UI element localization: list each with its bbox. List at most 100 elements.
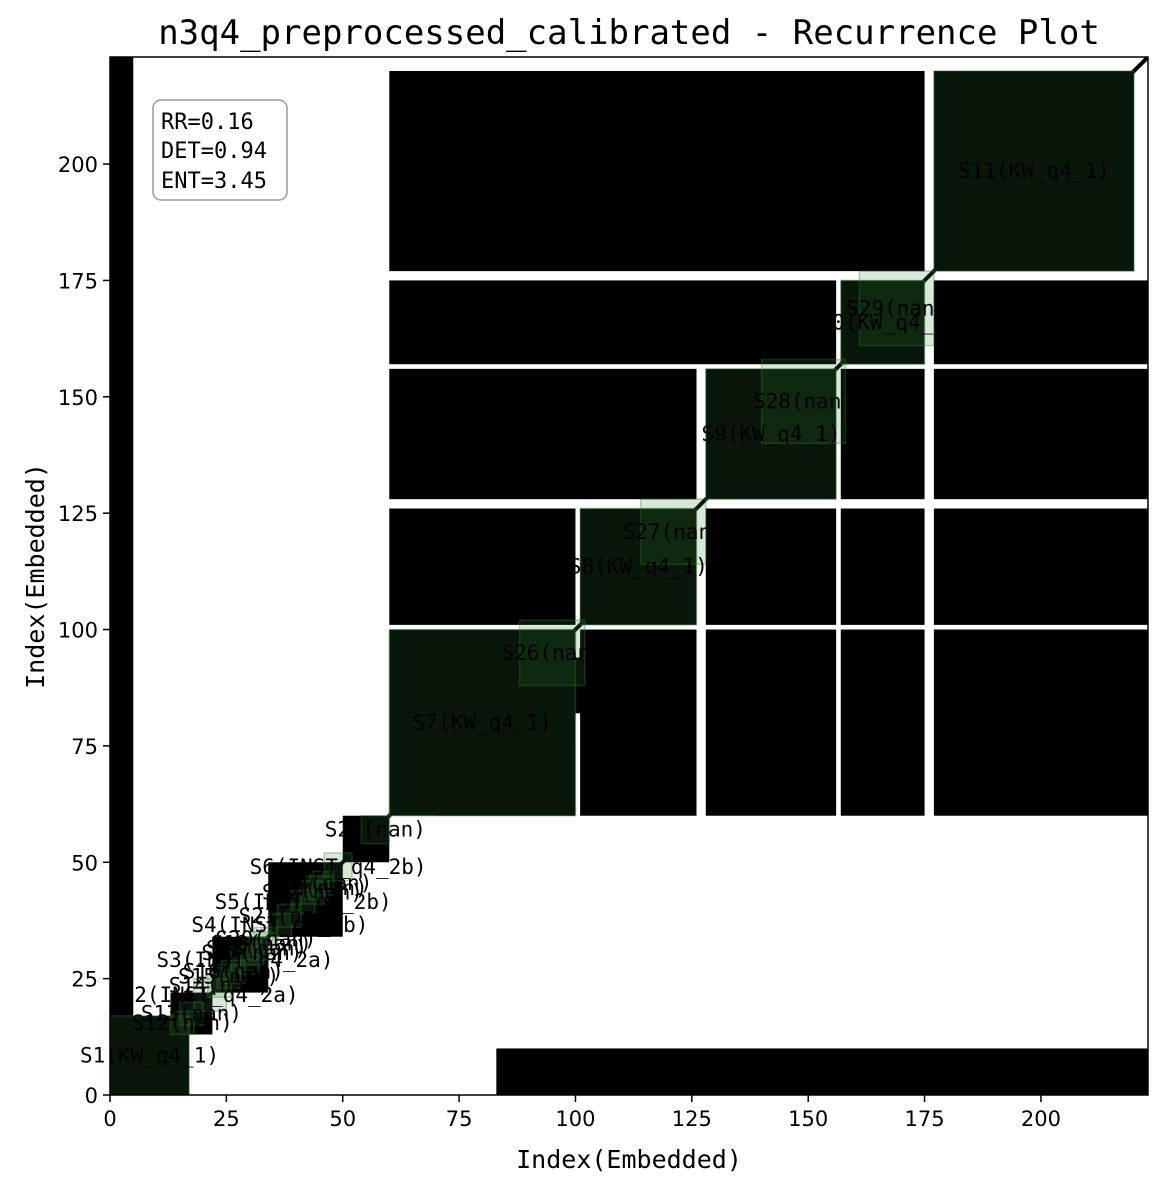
recurrence-block-24 bbox=[389, 280, 837, 365]
x-tick-label: 175 bbox=[905, 1107, 945, 1131]
recurrence-block-15 bbox=[933, 629, 1148, 816]
stats-box: RR=0.16 DET=0.94 ENT=3.45 bbox=[152, 99, 288, 201]
y-tick-label: 125 bbox=[58, 502, 98, 526]
segment-label: S12(nan) bbox=[132, 1011, 233, 1035]
segment-box bbox=[323, 852, 353, 882]
x-tick-label: 0 bbox=[103, 1107, 116, 1131]
recurrence-block-13 bbox=[705, 629, 837, 816]
stat-rr: RR=0.16 bbox=[161, 110, 254, 135]
segment-label: S27(nan) bbox=[623, 520, 724, 544]
y-tick-label: 0 bbox=[85, 1084, 98, 1108]
segment-label: S7(KW_q4_1) bbox=[413, 711, 552, 735]
segment-label: S16(nan) bbox=[183, 960, 284, 984]
recurrence-block-23 bbox=[389, 368, 697, 500]
segment-label: S17(nan) bbox=[201, 941, 302, 965]
segment-label: S1(KW_q4_1) bbox=[80, 1043, 219, 1067]
segment-label: S28(nan) bbox=[753, 389, 854, 413]
segment-box bbox=[220, 959, 246, 985]
segment-box bbox=[840, 279, 926, 365]
y-tick-label: 100 bbox=[58, 619, 98, 643]
segment-label: S6(INST_q4_2b) bbox=[250, 855, 427, 879]
recurrence-block-27 bbox=[496, 1048, 1148, 1095]
x-tick-label: 150 bbox=[788, 1107, 828, 1131]
segment-label: S13(nan) bbox=[141, 1002, 242, 1026]
y-axis-label: Index(Embedded) bbox=[21, 463, 50, 689]
segment-label: S10(KW_q4_1) bbox=[807, 310, 959, 334]
segment-box bbox=[760, 358, 847, 445]
segment-box bbox=[388, 628, 577, 817]
y-tick-label: 150 bbox=[58, 386, 98, 410]
segment-box bbox=[193, 977, 228, 1012]
segment-label: S22(nan) bbox=[262, 881, 363, 905]
segment-label: S24(nan) bbox=[271, 871, 372, 895]
recurrence-block-26 bbox=[110, 57, 134, 1091]
stat-det: DET=0.94 bbox=[161, 139, 267, 164]
recurrence-block-12 bbox=[580, 629, 697, 816]
recurrence-block-10 bbox=[435, 745, 576, 816]
y-axis-ticks: 0 25 50 75 100 125 150 175 200 bbox=[58, 153, 110, 1108]
plot-frame bbox=[109, 56, 1149, 1096]
recurrence-matrix bbox=[110, 57, 1148, 1095]
x-axis-ticks: 0 25 50 75 100 125 150 175 200 bbox=[103, 1095, 1061, 1131]
segment-box bbox=[360, 814, 391, 845]
segment-label: S2(INST_q4_2a) bbox=[122, 983, 299, 1007]
y-tick-label: 75 bbox=[71, 735, 98, 759]
segment-box bbox=[248, 931, 274, 957]
line-of-identity bbox=[110, 57, 1148, 1095]
recurrence-block-22 bbox=[389, 508, 576, 625]
recurrence-block-14 bbox=[840, 629, 925, 816]
segment-label: S9(KW_q4_1) bbox=[701, 422, 840, 446]
chart-title: n3q4_preprocessed_calibrated - Recurrenc… bbox=[158, 13, 1100, 53]
segment-box bbox=[110, 1015, 190, 1095]
recurrence-block-21 bbox=[933, 280, 1148, 365]
segment-box bbox=[239, 940, 265, 966]
segment-box bbox=[169, 1010, 195, 1036]
y-tick-label: 175 bbox=[58, 269, 98, 293]
recurrence-block-20 bbox=[933, 368, 1148, 500]
x-tick-label: 50 bbox=[329, 1107, 356, 1131]
segment-box bbox=[579, 507, 698, 626]
segment-label: S20(nan) bbox=[215, 927, 316, 951]
segment-box bbox=[216, 963, 242, 989]
x-tick-label: 200 bbox=[1021, 1107, 1061, 1131]
segment-box bbox=[933, 70, 1135, 272]
recurrence-block-11 bbox=[538, 657, 585, 714]
segment-labels: S1(KW_q4_1) S12(nan)S13(nan)S2(INST_q4_2a… bbox=[80, 159, 1110, 1067]
x-tick-label: 75 bbox=[446, 1107, 473, 1131]
segment-label: S5(INST_q4_2b) bbox=[215, 890, 392, 914]
segment-box bbox=[276, 903, 302, 929]
recurrence-block-16 bbox=[705, 508, 837, 625]
segment-box bbox=[206, 973, 232, 999]
segment-box bbox=[230, 945, 260, 975]
segment-label: S11(KW_q4_1) bbox=[958, 159, 1110, 183]
segment-box bbox=[253, 926, 279, 952]
segment-box bbox=[290, 889, 316, 915]
segment-box bbox=[179, 1001, 204, 1026]
segment-label: S19(nan) bbox=[211, 932, 312, 956]
segment-box bbox=[304, 875, 330, 901]
recurrence-block-19 bbox=[840, 368, 925, 500]
segment-box bbox=[639, 498, 707, 566]
segment-label: S25(nan) bbox=[325, 818, 426, 842]
segment-box bbox=[858, 270, 935, 347]
recurrence-block-17 bbox=[840, 508, 925, 625]
recurrence-block-18 bbox=[933, 508, 1148, 625]
segment-label: S21(nan) bbox=[239, 904, 340, 928]
segment-box bbox=[300, 880, 325, 905]
y-tick-label: 200 bbox=[58, 153, 98, 177]
segment-label: S8(KW_q4_1) bbox=[569, 555, 708, 579]
y-tick-label: 50 bbox=[71, 851, 98, 875]
segment-label: S18(nan) bbox=[206, 936, 307, 960]
segment-label: S15(nan) bbox=[178, 964, 279, 988]
segment-box bbox=[518, 619, 586, 687]
segment-label: S4(INST_q4_2b) bbox=[191, 913, 368, 937]
segment-box bbox=[705, 368, 837, 500]
segment-box bbox=[267, 912, 293, 938]
x-axis-label: Index(Embedded) bbox=[516, 1145, 742, 1174]
stat-ent: ENT=3.45 bbox=[161, 169, 267, 194]
segment-label: S26(nan) bbox=[502, 641, 603, 665]
segment-highlights bbox=[110, 70, 1135, 1095]
segment-label: S23(nan) bbox=[267, 876, 368, 900]
x-tick-label: 125 bbox=[672, 1107, 712, 1131]
